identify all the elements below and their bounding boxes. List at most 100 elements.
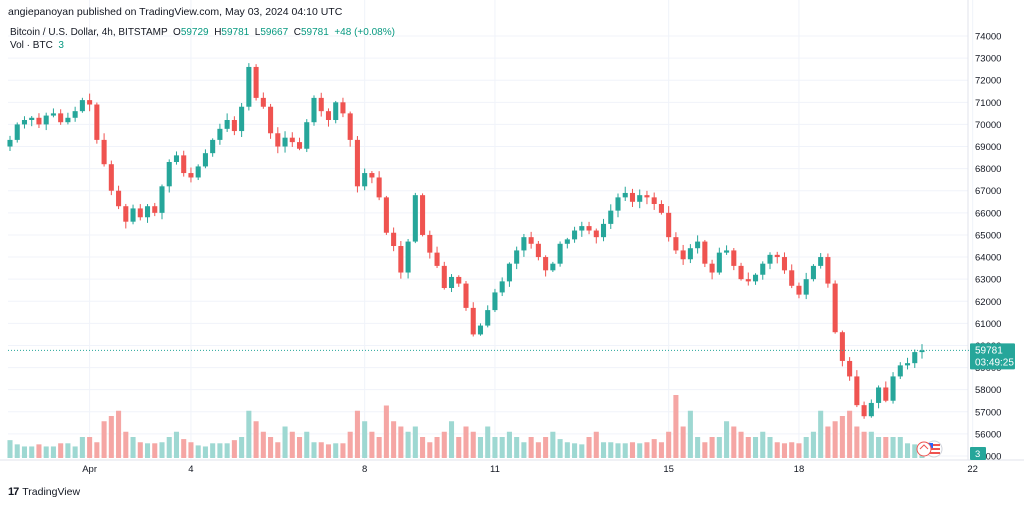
candle-body [289, 137, 295, 143]
price-tick-label: 63000 [975, 275, 1001, 286]
volume-bar [825, 426, 831, 458]
volume-bar [499, 437, 505, 458]
candle-body [144, 206, 151, 218]
candle-body [550, 263, 556, 271]
candle-body [181, 155, 187, 174]
price-tick-label: 73000 [975, 54, 1001, 65]
candle-body [666, 212, 672, 238]
price-tick-label: 71000 [975, 98, 1001, 109]
candle-body [557, 243, 563, 264]
volume-bar [781, 443, 788, 458]
volume-value-tag: 3 [970, 447, 986, 460]
publisher-line: angiepanoyan published on TradingView.co… [8, 6, 343, 18]
volume-bar [43, 446, 49, 458]
candle-body [87, 100, 93, 105]
price-tick-label: 64000 [975, 253, 1001, 264]
volume-bar [521, 442, 527, 458]
candle-body [897, 365, 903, 377]
volume-bar [318, 442, 324, 458]
volume-value: 3 [58, 40, 64, 51]
candle-body [391, 232, 397, 246]
volume-bar [456, 437, 462, 458]
candle-body [622, 192, 628, 198]
candle-body [528, 237, 534, 244]
candle-body [781, 257, 788, 271]
candle-body [687, 248, 693, 260]
volume-bar [854, 426, 860, 458]
close-label: C [293, 27, 301, 38]
volume-bar [673, 395, 679, 458]
candle-body [572, 230, 578, 240]
candle-body [586, 226, 592, 231]
volume-bar [731, 426, 737, 458]
volume-bar [810, 431, 816, 458]
volume-bar [427, 442, 433, 458]
volume-bar [181, 439, 187, 458]
time-tick-label: 8 [362, 464, 367, 475]
candle-body [752, 274, 759, 282]
candle-body [311, 97, 317, 123]
volume-bar [463, 426, 469, 458]
volume-bar [796, 443, 802, 458]
candle-body [195, 166, 201, 178]
volume-bar [832, 421, 838, 458]
volume-bar [144, 443, 151, 458]
volume-bar [716, 437, 722, 458]
candle-body [296, 142, 303, 149]
candle-body [564, 239, 570, 244]
price-tick-label: 56000 [975, 429, 1001, 440]
volume-bar [470, 431, 476, 458]
volume-bar [231, 440, 237, 458]
volume-label[interactable]: Vol · BTC [10, 40, 53, 51]
volume-bar [362, 421, 368, 458]
high-value: 59781 [221, 27, 250, 38]
candle-body [43, 115, 49, 125]
candle-body [919, 350, 925, 353]
candle-body [412, 195, 418, 242]
volume-bar [304, 431, 310, 458]
volume-bar [629, 442, 636, 458]
candle-body [239, 106, 245, 132]
open-value: 59729 [180, 27, 209, 38]
volume-tag-value: 3 [975, 449, 980, 460]
chart-grid [8, 0, 974, 460]
candle-body [514, 250, 520, 264]
candle-body [579, 226, 585, 231]
candle-body [72, 111, 78, 118]
tradingview-logo-icon: 17 [8, 486, 19, 498]
candle-body [318, 97, 324, 112]
candle-body [535, 243, 541, 258]
candle-body [854, 376, 860, 406]
candle-body [202, 153, 208, 167]
volume-bar [774, 442, 780, 458]
tradingview-footer[interactable]: 17 TradingView [8, 486, 80, 498]
volume-bar [79, 437, 85, 458]
candle-body [731, 250, 737, 266]
bar-countdown: 03:49:25 [975, 357, 1014, 368]
symbol-description[interactable]: Bitcoin / U.S. Dollar, 4h, BITSTAMP [10, 27, 168, 38]
candle-body [832, 283, 838, 333]
candle-body [231, 120, 237, 132]
low-value: 59667 [260, 27, 289, 38]
candle-body [847, 360, 853, 377]
candle-body [369, 173, 375, 178]
volume-bar [347, 431, 353, 458]
volume-bar [441, 431, 447, 458]
candle-body [7, 139, 13, 147]
current-price-tag: 59781 03:49:25 [970, 343, 1015, 370]
volume-bar [912, 444, 918, 458]
events-icon[interactable] [916, 441, 932, 457]
volume-bar [586, 437, 592, 458]
volume-bar [296, 437, 303, 458]
series-legend: Bitcoin / U.S. Dollar, 4h, BITSTAMP O597… [10, 27, 395, 38]
time-tick-label: 18 [794, 464, 805, 475]
time-tick-label: 4 [188, 464, 193, 475]
candle-body [810, 265, 816, 280]
volume-bar [391, 421, 397, 458]
candle-body [108, 164, 114, 191]
candle-body [760, 263, 766, 275]
candle-body [137, 208, 143, 218]
volume-bar [398, 426, 404, 458]
candle-body [796, 285, 802, 295]
